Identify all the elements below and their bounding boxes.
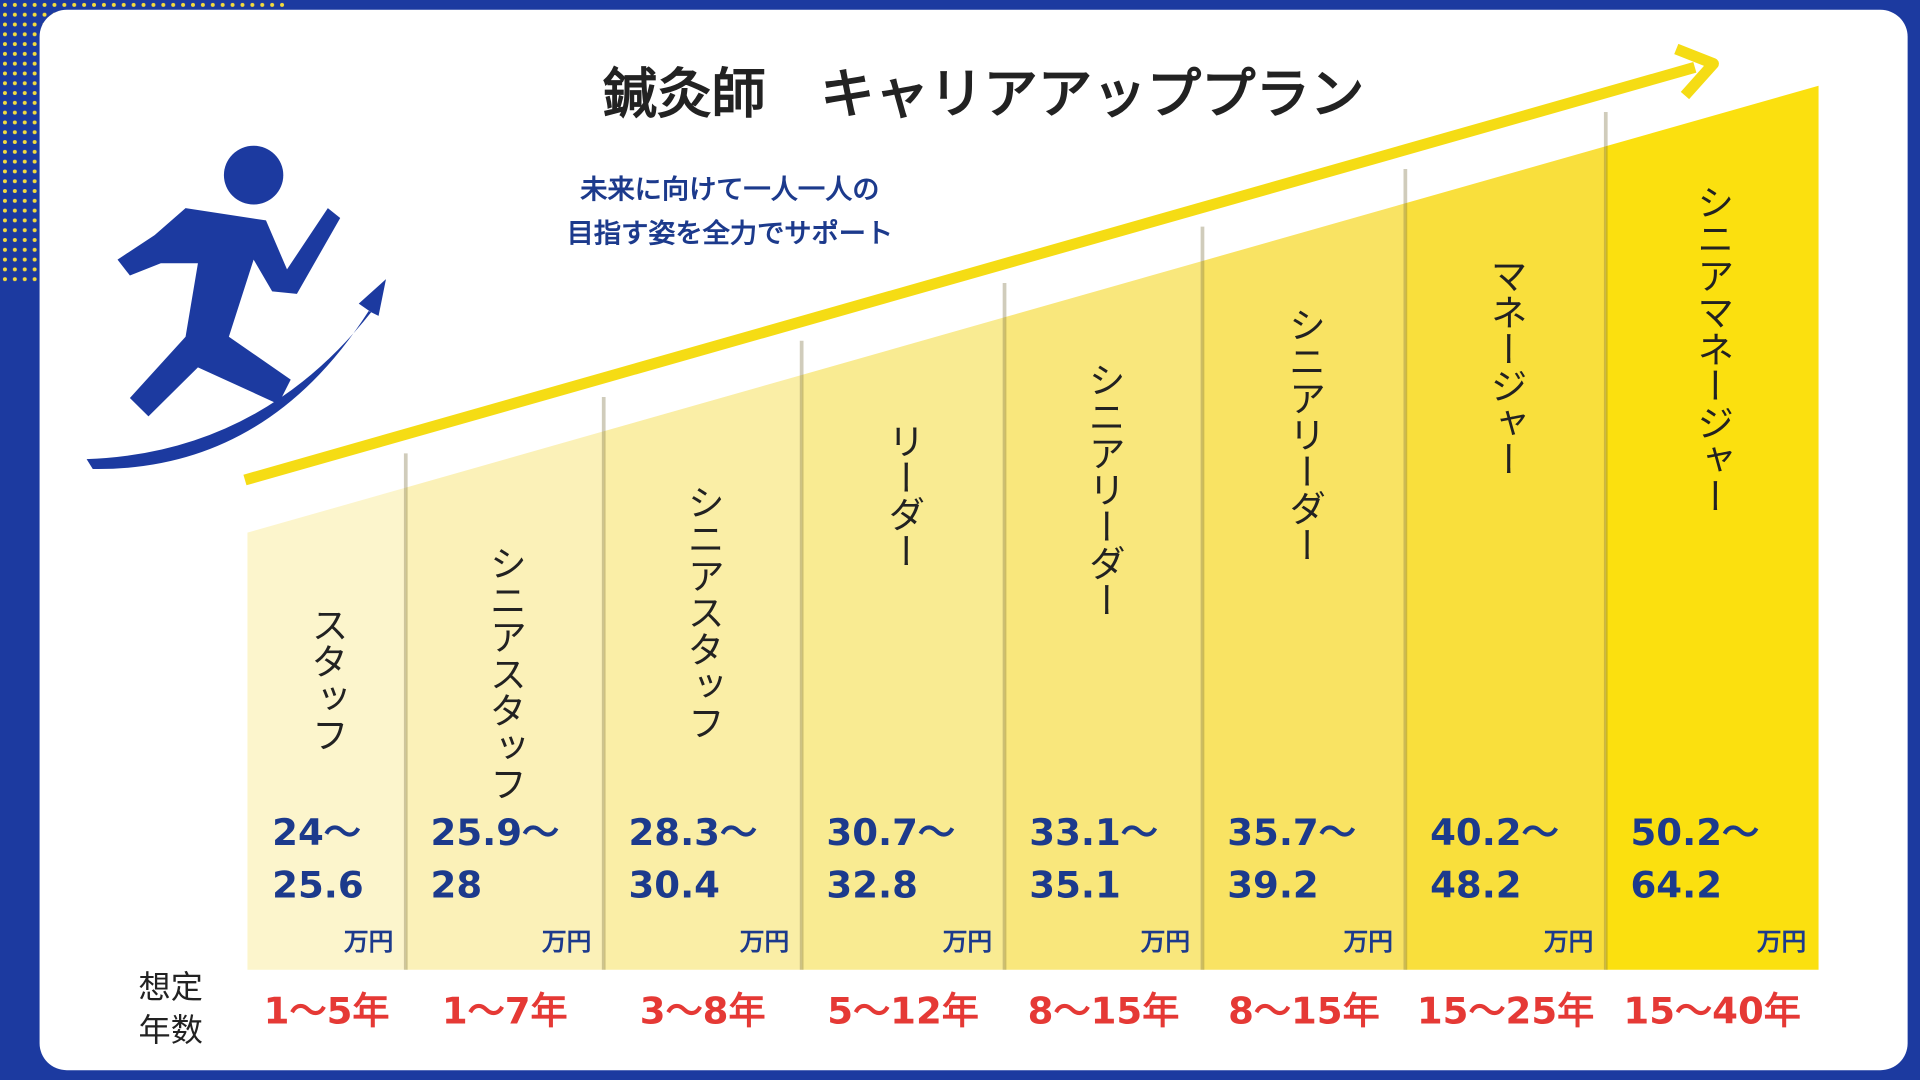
salary-from: 25.9〜 [431,811,560,854]
role: シニアスタッフ [681,484,724,741]
stage-column [247,487,406,970]
salary-from: 40.2〜 [1430,811,1559,854]
salary-to: 35.1 [1029,864,1121,907]
stage-column [1004,260,1203,970]
salary-from: 24〜 [272,811,361,854]
years-label: 年数 [139,1011,203,1049]
role: シニアマネージャー [1691,184,1734,515]
role: シニアリーダー [1282,306,1325,563]
title: 鍼灸師 キャリアアッププラン [603,63,1365,126]
subtitle: 目指す姿を全力でサポート [567,218,893,250]
years: 3〜8年 [640,990,766,1033]
years: 15〜25年 [1417,990,1594,1033]
role: マネージャー [1484,257,1527,477]
salary-from: 35.7〜 [1227,811,1356,854]
subtitle: 未来に向けて一人一人の [580,173,879,205]
role: シニアスタッフ [483,545,526,802]
growth-arrow [243,43,1719,486]
years-label: 想定 [139,968,203,1006]
unit: 万円 [1141,927,1190,956]
years: 5〜12年 [827,990,979,1033]
salary-to: 48.2 [1430,864,1522,907]
stage-column [405,431,604,970]
years: 1〜5年 [264,990,390,1033]
salary-to: 39.2 [1227,864,1319,907]
role: スタッフ [305,606,348,753]
role: シニアリーダー [1082,361,1125,618]
unit: 万円 [542,927,591,956]
runner-icon [86,145,386,470]
salary-to: 25.6 [272,864,364,907]
unit: 万円 [1544,927,1593,956]
years: 8〜15年 [1028,990,1180,1033]
stage-column [1605,85,1819,970]
years: 1〜7年 [442,990,568,1033]
stage-column [603,374,802,970]
role: リーダー [881,422,924,569]
unit: 万円 [943,927,992,956]
years: 15〜40年 [1623,990,1800,1033]
salary-from: 33.1〜 [1029,811,1158,854]
salary-from: 28.3〜 [628,811,757,854]
salary-to: 28 [431,864,483,907]
years: 8〜15年 [1228,990,1380,1033]
unit: 万円 [1344,927,1393,956]
unit: 万円 [1757,927,1806,956]
salary-from: 30.7〜 [826,811,955,854]
salary-from: 50.2〜 [1631,811,1760,854]
salary-to: 30.4 [628,864,720,907]
salary-to: 64.2 [1631,864,1723,907]
stage-column [1405,146,1606,970]
stage-column [801,317,1005,970]
unit: 万円 [740,927,789,956]
stage-column [1202,203,1406,970]
salary-to: 32.8 [826,864,918,907]
unit: 万円 [344,927,393,956]
